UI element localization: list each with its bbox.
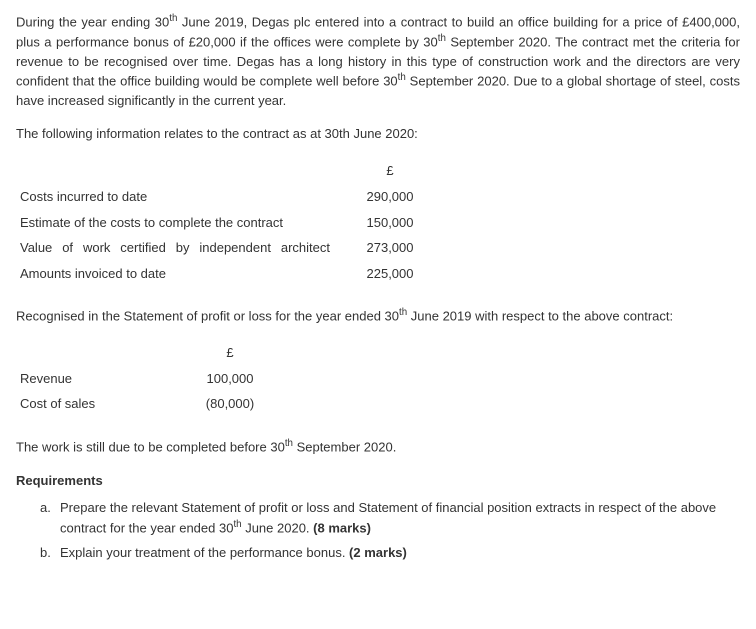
table-header-currency: £: [180, 340, 280, 366]
text: Explain your treatment of the performanc…: [60, 545, 349, 560]
table-row-label: Amounts invoiced to date: [20, 261, 330, 287]
table-row-label: Value of work certified by independent a…: [20, 235, 330, 261]
ordinal-sup: th: [438, 33, 446, 44]
marks: (2 marks): [349, 545, 407, 560]
text: June 2020.: [242, 520, 314, 535]
table-row-value: 290,000: [330, 184, 450, 210]
text: Recognised in the Statement of profit or…: [16, 309, 399, 324]
requirement-item: a. Prepare the relevant Statement of pro…: [40, 498, 740, 537]
text: September 2020.: [293, 439, 396, 454]
requirement-marker: a.: [40, 498, 60, 537]
requirements-heading: Requirements: [16, 471, 740, 491]
ordinal-sup: th: [398, 72, 406, 83]
paragraph-intro: During the year ending 30th June 2019, D…: [16, 12, 740, 110]
requirement-item: b. Explain your treatment of the perform…: [40, 543, 740, 563]
table-header-blank: [20, 340, 180, 366]
table-row-label: Cost of sales: [20, 391, 180, 417]
text: During the year ending 30: [16, 14, 169, 29]
ordinal-sup: th: [285, 438, 293, 449]
paragraph-table1-intro: The following information relates to the…: [16, 124, 740, 144]
contract-info-table: £ Costs incurred to date 290,000 Estimat…: [20, 158, 450, 287]
ordinal-sup: th: [233, 519, 241, 530]
table-row-label: Estimate of the costs to complete the co…: [20, 210, 330, 236]
table-row-value: 100,000: [180, 366, 280, 392]
table-row-label: Revenue: [20, 366, 180, 392]
marks: (8 marks): [313, 520, 371, 535]
paragraph-completion: The work is still due to be completed be…: [16, 437, 740, 457]
recognised-pl-table: £ Revenue 100,000 Cost of sales (80,000): [20, 340, 280, 417]
requirement-text: Prepare the relevant Statement of profit…: [60, 498, 740, 537]
ordinal-sup: th: [399, 307, 407, 318]
text: June 2019 with respect to the above cont…: [407, 309, 673, 324]
requirement-marker: b.: [40, 543, 60, 563]
requirements-list: a. Prepare the relevant Statement of pro…: [40, 498, 740, 563]
table-row-value: (80,000): [180, 391, 280, 417]
table-row-value: 273,000: [330, 235, 450, 261]
table-row-value: 150,000: [330, 210, 450, 236]
requirement-text: Explain your treatment of the performanc…: [60, 543, 740, 563]
text: Prepare the relevant Statement of profit…: [60, 500, 716, 535]
text: The work is still due to be completed be…: [16, 439, 285, 454]
table-header-currency: £: [330, 158, 450, 185]
paragraph-table2-intro: Recognised in the Statement of profit or…: [16, 306, 740, 326]
table-row-value: 225,000: [330, 261, 450, 287]
table-row-label: Costs incurred to date: [20, 184, 330, 210]
table-header-blank: [20, 158, 330, 185]
